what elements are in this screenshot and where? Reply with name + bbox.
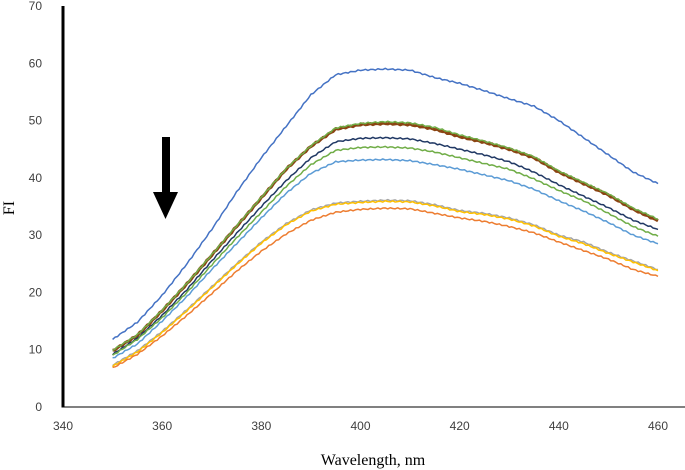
series-lines xyxy=(112,67,659,369)
y-tick-label: 50 xyxy=(29,114,43,128)
x-tick-label: 400 xyxy=(350,419,370,433)
y-tick-label: 10 xyxy=(29,343,43,357)
y-tick-label: 40 xyxy=(29,171,43,185)
series-line-s3 xyxy=(112,120,659,352)
series-line-s5 xyxy=(112,145,659,356)
x-tick-label: 360 xyxy=(152,419,172,433)
x-tick-label: 420 xyxy=(450,419,470,433)
y-tick-label: 60 xyxy=(29,56,43,70)
series-line-s9 xyxy=(112,207,659,369)
series-line-s4 xyxy=(112,136,659,356)
y-tick-label: 0 xyxy=(35,400,42,414)
series-line-s7 xyxy=(112,198,659,367)
series-line-s2 xyxy=(112,121,659,352)
x-tick-label: 340 xyxy=(53,419,73,433)
x-tick-label: 460 xyxy=(648,419,668,433)
x-tick-label: 440 xyxy=(549,419,569,433)
series-line-s1 xyxy=(112,67,659,340)
y-axis-title: FI xyxy=(1,201,18,215)
x-tick-label: 380 xyxy=(251,419,271,433)
y-tick-label: 70 xyxy=(29,0,43,13)
series-line-s8 xyxy=(112,200,659,368)
x-axis-title: Wavelength, nm xyxy=(321,452,426,469)
y-tick-label: 20 xyxy=(29,285,43,299)
decrease-arrow-icon xyxy=(153,137,178,219)
series-line-s6 xyxy=(112,158,659,359)
x-tick-labels: 340 360 380 400 420 440 460 xyxy=(53,419,668,433)
y-tick-labels: 0 10 20 30 40 50 60 70 xyxy=(29,0,43,414)
y-tick-label: 30 xyxy=(29,228,43,242)
